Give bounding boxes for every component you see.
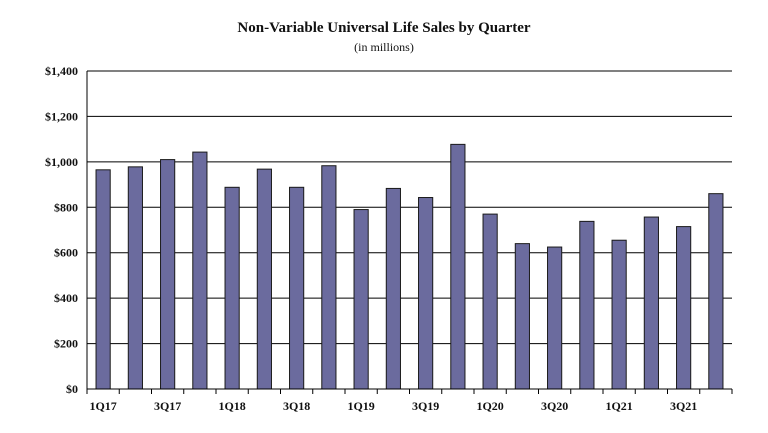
x-tick-label: 3Q18 (283, 399, 310, 413)
y-tick-label: $800 (54, 200, 78, 214)
x-tick-label: 3Q20 (541, 399, 568, 413)
bar (482, 213, 498, 390)
y-tick-label: $200 (54, 337, 78, 351)
y-tick-label: $0 (66, 382, 78, 396)
y-tick-label: $600 (54, 246, 78, 260)
bar (224, 186, 240, 390)
bar (385, 187, 401, 390)
x-tick-label: 1Q19 (347, 399, 374, 413)
bar (547, 246, 563, 390)
y-tick-label: $1,200 (45, 109, 78, 123)
x-tick-label: 3Q19 (412, 399, 439, 413)
bar (450, 143, 466, 390)
bar (353, 209, 369, 390)
bar (418, 197, 434, 390)
bar (192, 151, 208, 390)
bar (321, 165, 337, 390)
bar (611, 239, 627, 390)
x-tick-label: 1Q17 (89, 399, 116, 413)
bar (127, 166, 143, 390)
x-tick-label: 3Q17 (154, 399, 181, 413)
x-tick-label: 1Q20 (476, 399, 503, 413)
x-tick-label: 1Q18 (218, 399, 245, 413)
y-tick-label: $400 (54, 291, 78, 305)
bar (643, 216, 659, 390)
chart-subtitle: (in millions) (354, 40, 414, 54)
x-tick-label: 3Q21 (670, 399, 697, 413)
y-tick-label: $1,000 (45, 155, 78, 169)
bar (95, 169, 111, 390)
bar (579, 220, 595, 390)
bar (160, 159, 176, 390)
bar (708, 193, 724, 390)
bar (514, 243, 530, 390)
bar (289, 186, 305, 390)
chart-title: Non-Variable Universal Life Sales by Qua… (237, 20, 531, 36)
y-tick-label: $1,400 (45, 64, 78, 78)
bar (256, 168, 272, 390)
bar (676, 226, 692, 390)
x-tick-label: 1Q21 (605, 399, 632, 413)
